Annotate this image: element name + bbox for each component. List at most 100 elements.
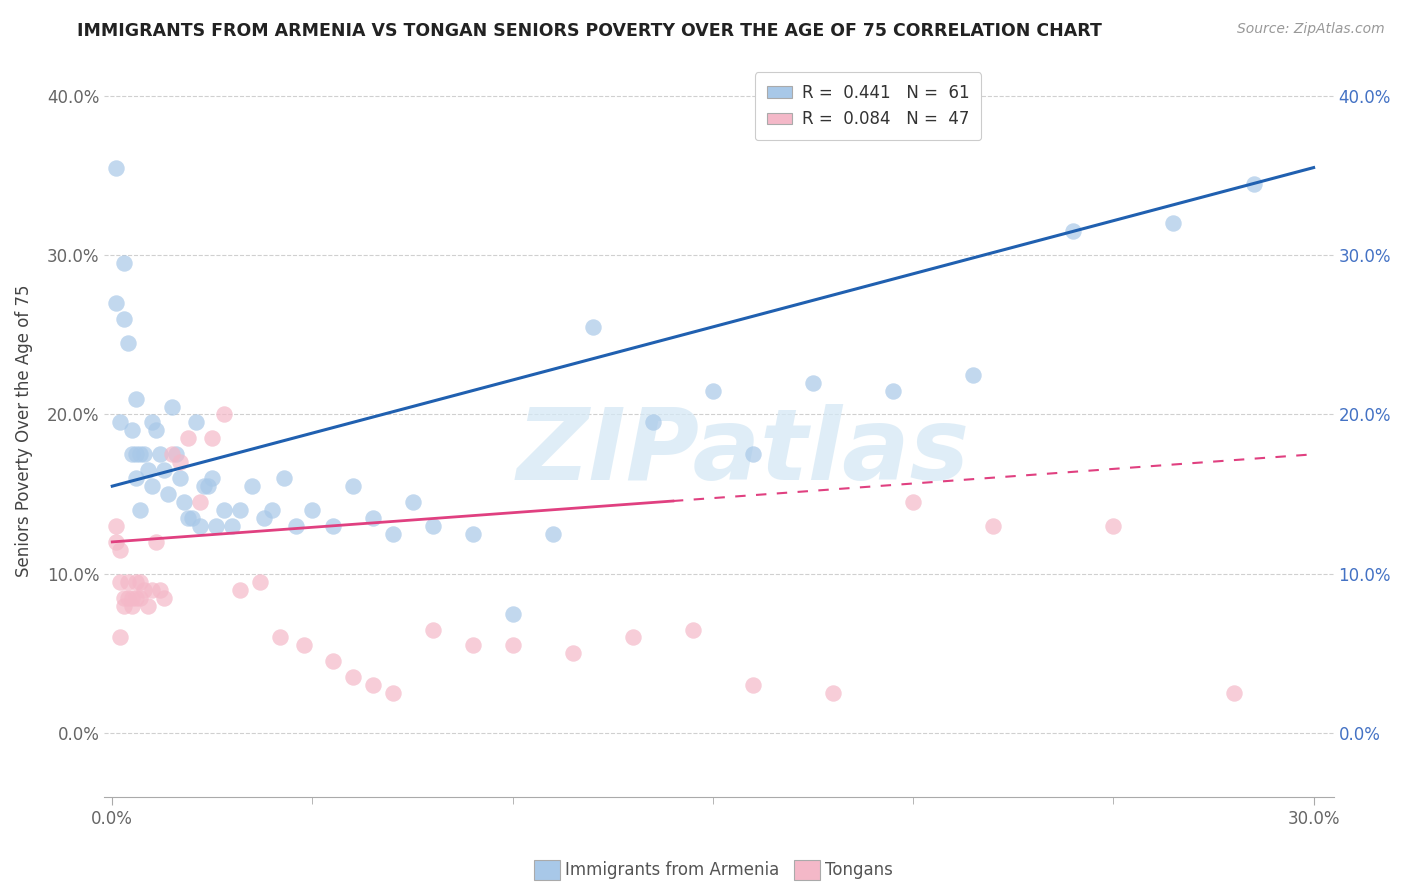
Point [682,623,704,637]
Point [882,384,904,398]
Text: Tongans: Tongans [825,861,893,879]
Point [177,431,200,445]
Point [165,447,187,461]
Point [981,519,1004,533]
Point [285,519,308,533]
Point [621,631,644,645]
Point [110,542,132,557]
Point [162,400,184,414]
Point [502,639,524,653]
Point [962,368,984,382]
Point [153,591,176,605]
Point [136,463,159,477]
Point [129,447,152,461]
Point [125,447,148,461]
Point [125,392,148,406]
Point [190,495,212,509]
Point [361,678,384,692]
Y-axis label: Seniors Poverty Over the Age of 75: Seniors Poverty Over the Age of 75 [15,285,32,576]
Point [269,631,291,645]
Point [105,519,128,533]
Point [134,447,156,461]
Point [214,408,236,422]
Point [561,647,583,661]
Point [582,319,605,334]
Text: Immigrants from Armenia: Immigrants from Armenia [565,861,779,879]
Point [823,686,845,700]
Point [229,503,252,517]
Point [342,479,364,493]
Point [145,424,167,438]
Point [162,447,184,461]
Point [742,678,765,692]
Point [641,416,664,430]
Point [129,591,152,605]
Point [249,574,271,589]
Point [262,503,284,517]
Point [121,599,143,613]
Point [301,503,323,517]
Point [186,416,208,430]
Point [193,479,215,493]
Point [134,582,156,597]
Point [105,535,128,549]
Point [181,511,204,525]
Point [197,479,219,493]
Point [742,447,765,461]
Point [117,574,139,589]
Point [121,424,143,438]
Point [153,463,176,477]
Point [1102,519,1125,533]
Point [112,599,135,613]
Point [190,519,212,533]
Point [1243,177,1265,191]
Point [112,591,135,605]
Point [141,416,163,430]
Point [381,527,404,541]
Point [125,574,148,589]
Point [201,431,224,445]
Point [129,503,152,517]
Text: ZIPatlas: ZIPatlas [517,404,970,501]
Point [253,511,276,525]
Text: Source: ZipAtlas.com: Source: ZipAtlas.com [1237,22,1385,37]
Point [136,599,159,613]
Point [221,519,243,533]
Point [201,471,224,485]
Point [105,161,128,175]
Point [173,495,195,509]
Point [214,503,236,517]
Point [422,519,444,533]
Point [321,654,343,668]
Point [294,639,316,653]
Point [461,527,484,541]
Point [121,591,143,605]
Point [361,511,384,525]
Point [1062,224,1084,238]
Point [541,527,564,541]
Point [422,623,444,637]
Point [901,495,924,509]
Point [141,582,163,597]
Point [129,574,152,589]
Point [125,471,148,485]
Point [342,670,364,684]
Point [702,384,724,398]
Point [157,487,180,501]
Point [205,519,228,533]
Point [117,335,139,350]
Point [145,535,167,549]
Point [112,256,135,270]
Point [801,376,824,390]
Legend: R =  0.441   N =  61, R =  0.084   N =  47: R = 0.441 N = 61, R = 0.084 N = 47 [755,72,981,140]
Point [125,591,148,605]
Point [229,582,252,597]
Point [502,607,524,621]
Point [401,495,423,509]
Point [169,455,191,469]
Point [121,447,143,461]
Point [169,471,191,485]
Point [242,479,264,493]
Point [117,591,139,605]
Point [105,296,128,310]
